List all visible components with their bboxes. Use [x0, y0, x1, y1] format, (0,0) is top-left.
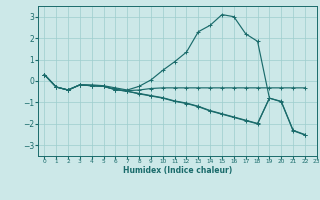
X-axis label: Humidex (Indice chaleur): Humidex (Indice chaleur)	[123, 166, 232, 175]
